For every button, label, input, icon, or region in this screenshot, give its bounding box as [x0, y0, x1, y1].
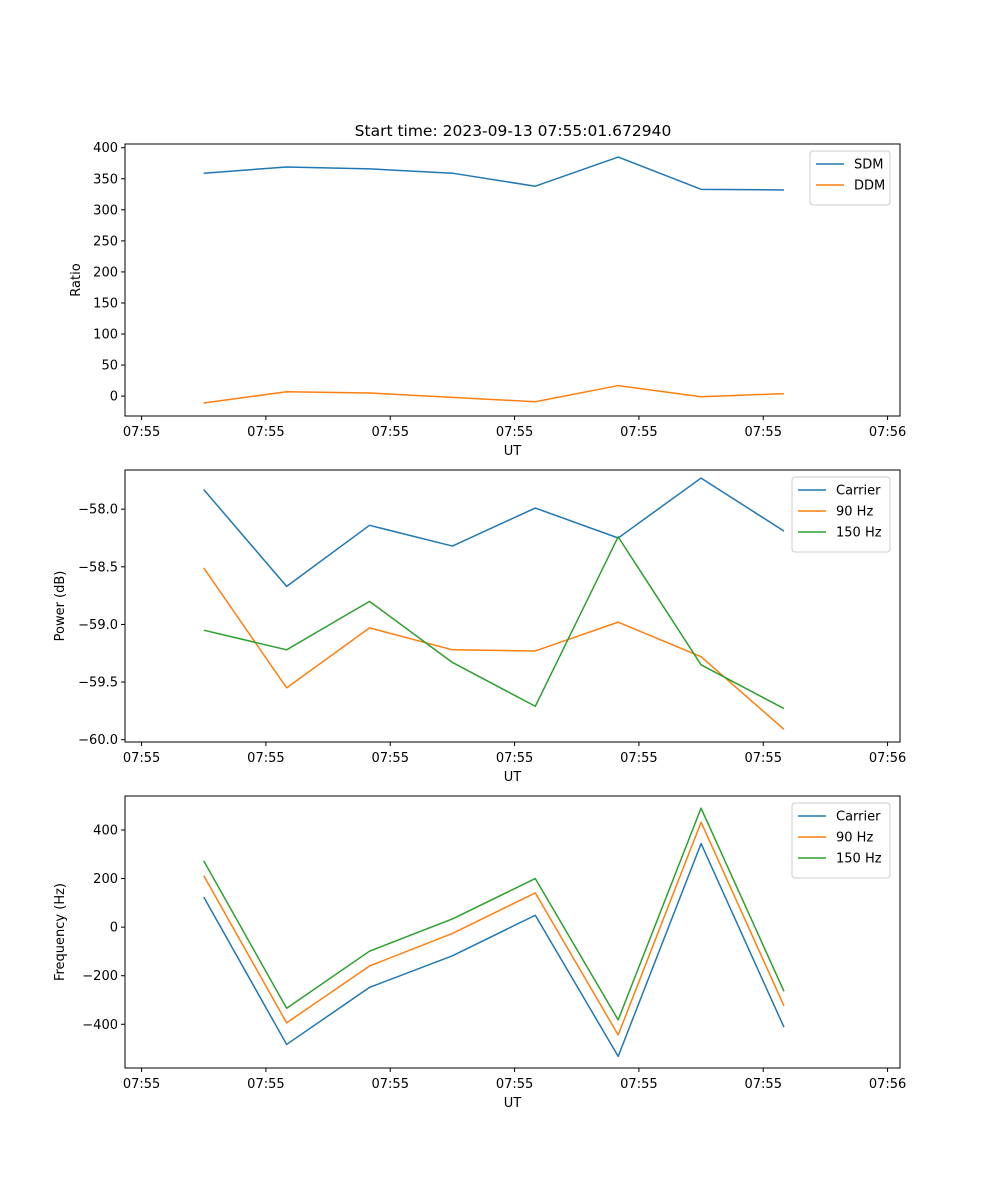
series-line-carrier	[203, 477, 785, 588]
legend: Carrier 90 Hz 150 Hz	[791, 802, 891, 879]
series-line-150-hz	[203, 807, 785, 1021]
legend-label: SDM	[854, 158, 883, 173]
y-axis-label: Power (dB)	[53, 571, 68, 642]
axes-frame	[124, 469, 901, 743]
series-line-ddm	[203, 384, 784, 404]
y-tick-label: 200	[93, 872, 118, 887]
legend: Carrier 90 Hz 150 Hz	[791, 476, 891, 553]
x-tick-label: 07:55	[372, 425, 409, 440]
axes-frame	[124, 143, 901, 417]
legend-label: Carrier	[836, 810, 881, 825]
legend-box	[791, 802, 891, 879]
x-tick-label: 07:55	[745, 425, 782, 440]
x-tick-label: 07:55	[247, 425, 284, 440]
x-tick-label: 07:55	[496, 751, 533, 766]
x-tick-label: 07:55	[620, 425, 657, 440]
x-axis-label: UT	[504, 770, 522, 785]
y-tick-label: 200	[93, 265, 118, 280]
legend-label: DDM	[854, 179, 885, 194]
series-line-90-hz	[203, 821, 785, 1036]
x-tick-label: 07:55	[123, 751, 160, 766]
subplot-3: −400 −200 0 200 400 07:55 07:55 07:55 07:55 07:55…	[53, 795, 906, 1111]
y-tick-label: 300	[93, 203, 118, 218]
x-axis-label: UT	[504, 444, 522, 459]
x-tick-label: 07:55	[247, 751, 284, 766]
legend-label: Carrier	[836, 484, 881, 499]
x-tick-label: 07:55	[247, 1077, 284, 1092]
legend-box	[791, 476, 891, 553]
x-tick-label: 07:56	[869, 1077, 906, 1092]
x-tick-label: 07:55	[372, 1077, 409, 1092]
legend-label: 90 Hz	[836, 831, 873, 846]
x-tick-label: 07:55	[496, 1077, 533, 1092]
x-tick-label: 07:55	[123, 1077, 160, 1092]
y-tick-label: 150	[93, 296, 118, 311]
y-tick-label: 100	[93, 328, 118, 343]
y-tick-label: −58.0	[78, 503, 118, 518]
x-tick-label: 07:55	[372, 751, 409, 766]
y-axis-label: Ratio	[69, 263, 84, 296]
y-tick-label: 400	[93, 141, 118, 156]
legend: SDM DDM	[809, 150, 891, 206]
y-tick-label: 0	[110, 390, 118, 405]
y-tick-label: −200	[82, 969, 118, 984]
figure-title: Start time: 2023-09-13 07:55:01.672940	[355, 122, 672, 140]
series-line-90-hz	[203, 567, 785, 730]
y-tick-label: 250	[93, 234, 118, 249]
x-tick-label: 07:56	[869, 425, 906, 440]
axes-frame	[124, 795, 901, 1069]
series-line-carrier	[203, 842, 785, 1058]
y-tick-label: −58.5	[78, 560, 118, 575]
y-tick-label: 50	[101, 359, 118, 374]
y-tick-label: −59.5	[78, 676, 118, 691]
x-tick-label: 07:55	[620, 1077, 657, 1092]
x-axis-label: UT	[504, 1096, 522, 1111]
series-line-150-hz	[203, 536, 785, 710]
y-tick-label: 350	[93, 172, 118, 187]
x-tick-label: 07:55	[496, 425, 533, 440]
y-tick-label: −60.0	[78, 733, 118, 748]
y-tick-label: 0	[110, 921, 118, 936]
x-tick-label: 07:56	[869, 751, 906, 766]
legend-label: 150 Hz	[836, 852, 882, 867]
x-tick-label: 07:55	[620, 751, 657, 766]
y-tick-label: 400	[93, 824, 118, 839]
x-tick-label: 07:55	[123, 425, 160, 440]
y-tick-label: −400	[82, 1018, 118, 1033]
x-tick-label: 07:55	[745, 1077, 782, 1092]
legend-label: 90 Hz	[836, 505, 873, 520]
plots-container: 0 50 100 150 200 250 300 350 400 07:55 07:55 07:55 0…	[53, 141, 906, 1111]
legend-label: 150 Hz	[836, 526, 882, 541]
y-tick-label: −59.0	[78, 618, 118, 633]
series-line-sdm	[203, 156, 784, 191]
x-tick-label: 07:55	[745, 751, 782, 766]
subplot-1: 0 50 100 150 200 250 300 350 400 07:55 07:55 07:55 0…	[69, 141, 906, 459]
y-axis-label: Frequency (Hz)	[53, 883, 68, 981]
subplot-2: −60.0 −59.5 −59.0 −58.5 −58.0 07:55 07:55 07:55…	[53, 469, 906, 785]
